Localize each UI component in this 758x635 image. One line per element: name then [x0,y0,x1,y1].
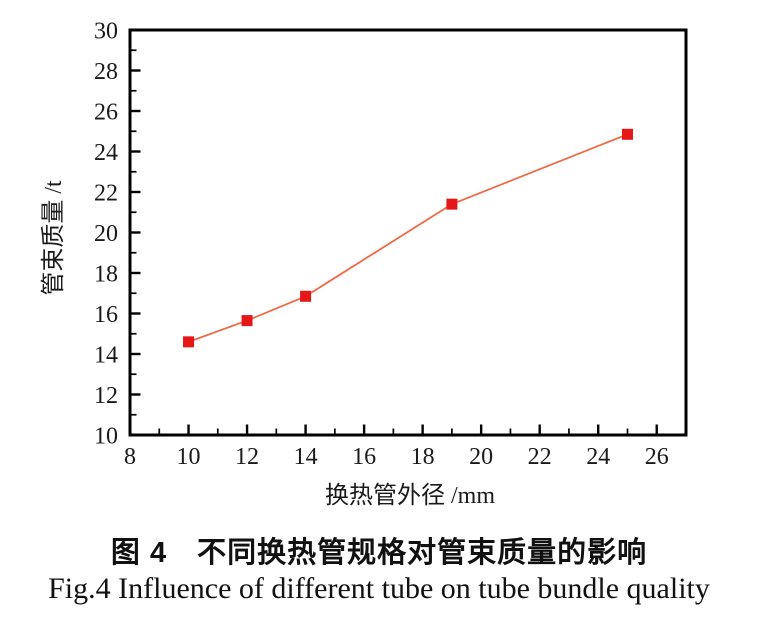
plot-frame [128,28,688,437]
y-tick-label: 10 [94,424,118,450]
y-axis-title: 管束质量 /t [40,180,67,296]
x-axis-title: 换热管外径 /mm [325,482,495,509]
data-point-marker [446,198,458,210]
y-tick-label: 26 [94,100,118,126]
x-tick-label: 12 [235,444,259,470]
y-tick-label: 18 [94,262,118,288]
data-point-marker [241,315,253,327]
x-tick-label: 24 [586,444,610,470]
x-tick-label: 20 [469,444,493,470]
x-tick-label: 18 [411,444,435,470]
data-point-marker [621,128,633,140]
x-tick-label: 16 [352,444,376,470]
y-tick-label: 28 [94,59,118,85]
y-tick-label: 12 [94,383,118,409]
y-tick-label: 24 [94,140,118,166]
y-tick-label: 30 [94,19,118,45]
caption-chinese: 图 4 不同换热管规格对管束质量的影响 [110,537,648,569]
y-tick-label: 20 [94,221,118,247]
x-tick-label: 10 [177,444,201,470]
y-tick-label: 22 [94,181,118,207]
x-tick-label: 26 [645,444,669,470]
y-tick-label: 14 [94,343,118,369]
series-line [188,133,628,343]
data-point-marker [300,290,312,302]
x-tick-label: 8 [124,444,136,470]
chart: 8 10 12 14 16 18 20 22 24 26101214161820222426283… [40,19,688,509]
caption-english: Fig.4 Influence of different tube on tub… [48,572,710,605]
x-tick-label: 22 [528,444,552,470]
data-point-marker [183,336,195,348]
x-tick-label: 14 [294,444,318,470]
y-tick-label: 16 [94,302,118,328]
